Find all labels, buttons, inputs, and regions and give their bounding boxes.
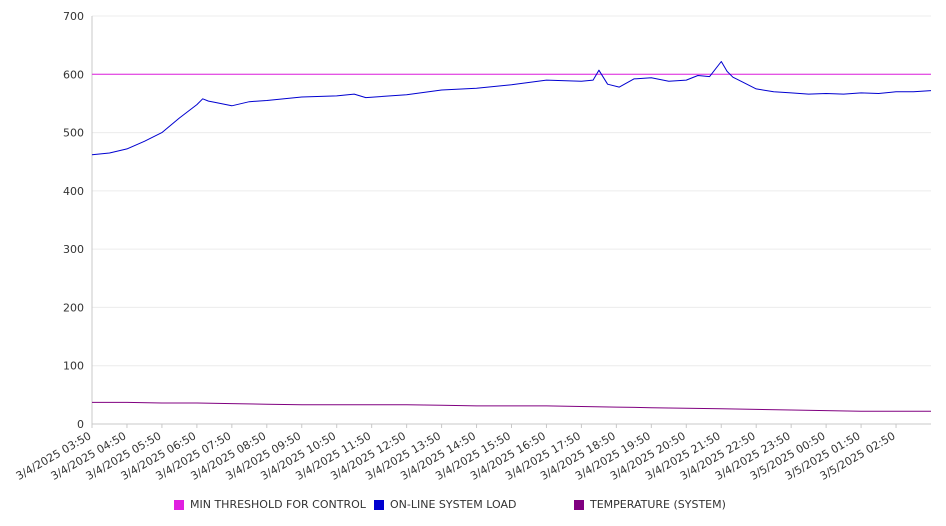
series-system-load bbox=[91, 61, 932, 156]
y-tick-label: 0 bbox=[77, 418, 84, 431]
legend-item-min-threshold[interactable]: MIN THRESHOLD FOR CONTROL bbox=[174, 498, 366, 511]
y-tick-label: 500 bbox=[63, 127, 84, 140]
y-tick-label: 300 bbox=[63, 243, 84, 256]
y-tick-label: 200 bbox=[63, 301, 84, 314]
legend-swatch-min-threshold bbox=[174, 499, 184, 510]
axes bbox=[91, 16, 931, 425]
series-lines bbox=[91, 61, 932, 412]
legend-label-system-load: ON-LINE SYSTEM LOAD bbox=[390, 498, 517, 511]
y-tick-label: 600 bbox=[63, 68, 84, 81]
y-tick-label: 100 bbox=[63, 360, 84, 373]
legend: MIN THRESHOLD FOR CONTROL ON-LINE SYSTEM… bbox=[174, 498, 914, 514]
y-tick-label: 400 bbox=[63, 185, 84, 198]
series-temperature bbox=[92, 401, 931, 412]
legend-item-temperature[interactable]: TEMPERATURE (SYSTEM) bbox=[574, 498, 726, 511]
legend-label-temperature: TEMPERATURE (SYSTEM) bbox=[590, 498, 726, 511]
y-axis-ticks: 0 100 200 300 400 500 600 700 bbox=[63, 10, 84, 431]
legend-swatch-system-load bbox=[374, 499, 384, 510]
x-axis-ticks: 3/4/2025 03:503/4/2025 04:503/4/2025 05:… bbox=[14, 424, 898, 483]
legend-label-min-threshold: MIN THRESHOLD FOR CONTROL bbox=[190, 498, 366, 511]
legend-item-system-load[interactable]: ON-LINE SYSTEM LOAD bbox=[374, 498, 516, 511]
y-tick-label: 700 bbox=[63, 10, 84, 23]
gridlines bbox=[92, 15, 931, 367]
legend-swatch-temperature bbox=[574, 499, 584, 510]
